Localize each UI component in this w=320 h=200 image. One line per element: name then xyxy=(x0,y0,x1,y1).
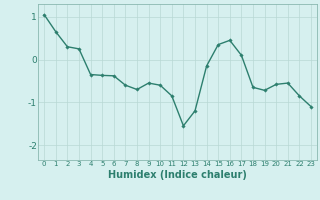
X-axis label: Humidex (Indice chaleur): Humidex (Indice chaleur) xyxy=(108,170,247,180)
